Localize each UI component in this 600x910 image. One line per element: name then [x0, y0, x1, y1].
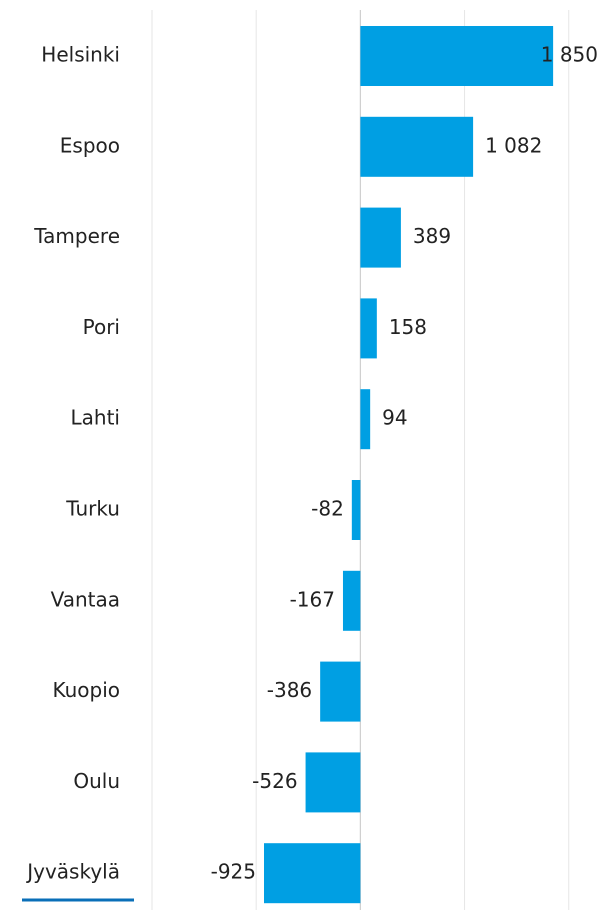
bars: Helsinki 1 850 Espoo 1 082 Tampere 389 Pori 158… [25, 26, 598, 904]
category-label: Jyväskylä [25, 860, 120, 884]
value-label: 158 [389, 315, 427, 339]
value-label: 94 [382, 406, 407, 430]
value-label: 389 [413, 224, 451, 248]
category-label: Espoo [60, 133, 120, 157]
category-label: Pori [83, 315, 120, 339]
category-label: Vantaa [51, 587, 120, 611]
value-label: 1 850 [541, 43, 598, 67]
value-label: -82 [311, 497, 344, 521]
value-label: -167 [290, 587, 335, 611]
bar [360, 389, 371, 450]
value-label: 1 082 [485, 133, 542, 157]
category-label: Kuopio [52, 678, 120, 702]
bar [360, 298, 377, 359]
bar [360, 116, 474, 177]
bar [342, 570, 361, 631]
category-label: Oulu [73, 769, 120, 793]
bar [305, 752, 361, 813]
bar [264, 843, 361, 904]
value-label: -925 [211, 860, 256, 884]
category-label: Helsinki [41, 43, 120, 67]
bar [360, 207, 401, 268]
category-label: Tampere [33, 224, 120, 248]
bar [360, 26, 554, 86]
value-label: -386 [267, 678, 312, 702]
value-label: -526 [252, 769, 297, 793]
category-label: Lahti [71, 406, 120, 430]
category-label: Turku [65, 497, 120, 521]
bar [351, 480, 361, 540]
bar [320, 661, 361, 722]
